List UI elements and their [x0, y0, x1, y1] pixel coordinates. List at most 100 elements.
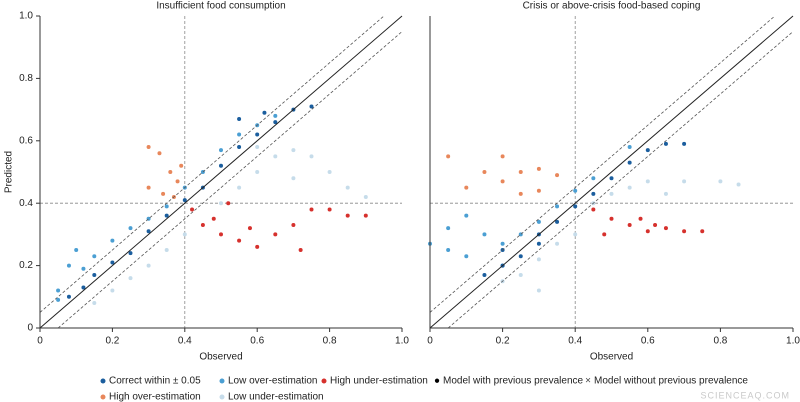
point	[645, 148, 650, 153]
point	[555, 241, 560, 246]
point	[602, 232, 607, 237]
point	[226, 201, 231, 206]
point	[237, 116, 242, 121]
point	[182, 232, 187, 237]
point	[219, 232, 223, 237]
point	[345, 185, 350, 190]
point	[464, 185, 469, 190]
point	[609, 191, 614, 196]
point	[536, 166, 541, 171]
legend-marker: ×	[585, 376, 591, 387]
x-tick-label: 0	[427, 336, 433, 347]
point	[638, 216, 643, 221]
point	[146, 263, 151, 268]
point	[128, 251, 133, 256]
point	[182, 198, 187, 203]
point	[627, 185, 632, 190]
point	[157, 151, 162, 156]
point	[273, 154, 278, 159]
point	[482, 170, 487, 174]
point	[555, 173, 560, 178]
legend-label: Low over-estimation	[228, 376, 317, 387]
point	[536, 241, 541, 246]
legend-marker	[321, 378, 327, 384]
point	[237, 185, 242, 190]
point	[164, 213, 169, 218]
x-tick-label: 0.2	[496, 336, 510, 347]
point	[446, 248, 451, 252]
point	[682, 141, 687, 146]
point	[219, 148, 223, 153]
point	[179, 163, 184, 168]
point	[164, 248, 169, 252]
point	[273, 120, 278, 125]
watermark: SCIENCEAQ.COM	[700, 390, 790, 400]
point	[237, 238, 242, 243]
point	[291, 148, 296, 153]
y-tick-label: 0.6	[19, 135, 33, 146]
point	[482, 232, 487, 237]
point	[190, 207, 195, 212]
identity-line	[39, 15, 403, 329]
legend-label: High over-estimation	[109, 392, 201, 402]
point	[345, 213, 350, 218]
point	[56, 288, 61, 293]
point	[291, 223, 296, 228]
point	[110, 260, 115, 265]
point	[164, 204, 169, 209]
point	[718, 179, 723, 184]
point	[81, 266, 86, 271]
x-tick-label: 0.2	[105, 336, 119, 347]
legend-marker	[219, 378, 225, 384]
y-axis-label: Predicted	[4, 151, 15, 193]
point	[146, 145, 151, 150]
x-tick-label: 1.0	[786, 336, 800, 347]
point	[573, 232, 578, 237]
point	[74, 248, 79, 252]
legend-label: Model with previous prevalence	[443, 376, 584, 387]
point	[273, 113, 278, 118]
point	[175, 179, 180, 184]
x-tick-label: 0.8	[713, 336, 727, 347]
y-tick-label: 0	[27, 323, 33, 334]
point	[237, 132, 242, 137]
point	[736, 182, 741, 187]
point	[518, 191, 523, 196]
point	[247, 226, 252, 231]
y-tick-label: 0.8	[19, 73, 33, 84]
point	[663, 226, 668, 231]
point	[536, 219, 541, 224]
point	[536, 188, 541, 193]
point	[573, 204, 578, 209]
chart-title: Insufficient food consumption	[156, 1, 285, 12]
y-tick-label: 0.2	[19, 260, 33, 271]
point	[92, 301, 97, 306]
x-tick-label: 0.4	[178, 336, 192, 347]
point	[161, 191, 166, 196]
point	[573, 188, 578, 193]
point	[56, 297, 61, 302]
legend-label: Correct within ± 0.05	[109, 376, 201, 387]
point	[536, 257, 541, 262]
band-line	[429, 15, 776, 313]
point	[255, 145, 260, 150]
point	[327, 170, 332, 174]
point	[555, 204, 560, 209]
point	[682, 229, 687, 234]
point	[219, 201, 223, 206]
point	[645, 179, 650, 184]
point	[81, 285, 86, 290]
point	[110, 238, 115, 243]
point	[146, 229, 151, 234]
point	[273, 232, 278, 237]
point	[518, 254, 523, 259]
point	[219, 163, 223, 168]
point	[110, 288, 115, 293]
point	[653, 223, 658, 228]
x-tick-label: 0.4	[568, 336, 582, 347]
point	[518, 170, 523, 174]
point	[309, 154, 314, 159]
x-tick-label: 1.0	[395, 336, 409, 347]
point	[627, 145, 632, 150]
